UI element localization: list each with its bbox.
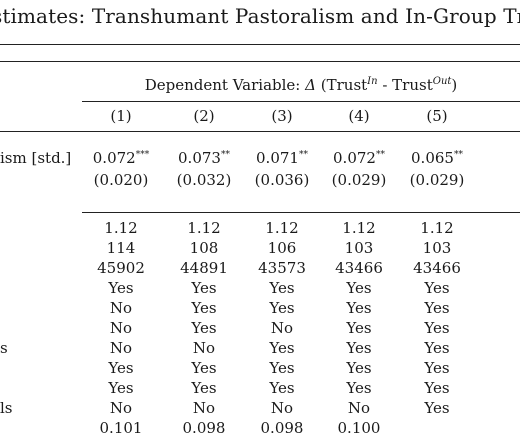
stats-cell: No — [109, 399, 133, 417]
stats-row-label: ls — [0, 399, 13, 417]
stats-cell: 108 — [189, 239, 219, 257]
stats-cell: Yes — [346, 299, 372, 317]
stats-cell: No — [109, 319, 133, 337]
stats-cell: No — [270, 319, 294, 337]
dv-prefix: Dependent Variable: — [144, 76, 301, 94]
dv-sup-in: In — [367, 76, 378, 87]
stats-cell: 0.098 — [260, 419, 304, 437]
top-rule — [0, 44, 520, 46]
column-header: (4) — [348, 107, 370, 125]
stats-cell: 44891 — [180, 259, 228, 277]
stats-cell: 1.12 — [265, 219, 299, 237]
stats-cell: Yes — [108, 359, 134, 377]
stats-row-label: s — [0, 339, 8, 357]
dv-sup-out: Out — [432, 76, 452, 87]
dv-underline — [82, 101, 520, 102]
stats-cell: No — [192, 339, 216, 357]
coefficient-value: 0.065 — [411, 149, 454, 167]
column-header: (2) — [193, 107, 215, 125]
stats-cell: No — [347, 399, 371, 417]
stats-cell: No — [109, 299, 133, 317]
stats-cell: 1.12 — [187, 219, 221, 237]
stats-cell: 103 — [344, 239, 374, 257]
stats-cell: Yes — [191, 279, 217, 297]
stats-cell: Yes — [269, 379, 295, 397]
header-top-rule — [0, 61, 520, 62]
dependent-variable-header: Dependent Variable: Δ (TrustIn - TrustOu… — [82, 76, 520, 94]
stats-cell: Yes — [191, 299, 217, 317]
stats-cell: 106 — [267, 239, 297, 257]
coefficient-value: 0.072 — [92, 149, 136, 167]
stats-cell: Yes — [269, 339, 295, 357]
stats-cell: Yes — [346, 339, 372, 357]
stats-cell: Yes — [346, 359, 372, 377]
coefficient-value: 0.073 — [178, 149, 221, 167]
coefficient-cell: 0.065** — [402, 149, 472, 167]
stats-top-rule — [82, 212, 520, 213]
significance-stars: *** — [135, 150, 150, 160]
stats-cell: Yes — [346, 319, 372, 337]
standard-error-cell: (0.029) — [409, 171, 465, 189]
coefficient-value: 0.072 — [333, 149, 376, 167]
dv-delta: Δ — [305, 76, 316, 94]
column-header: (1) — [110, 107, 132, 125]
dv-minus: - Trust — [382, 76, 433, 94]
table-title: stimates: Transhumant Pastoralism and In… — [0, 4, 520, 28]
dv-close: ) — [451, 76, 458, 94]
significance-stars: ** — [220, 150, 230, 160]
stats-cell: Yes — [269, 359, 295, 377]
standard-error-cell: (0.036) — [254, 171, 310, 189]
significance-stars: ** — [453, 150, 463, 160]
stats-cell: 43466 — [413, 259, 461, 277]
stats-cell: Yes — [424, 319, 450, 337]
stats-cell: 1.12 — [104, 219, 138, 237]
stats-cell: 103 — [422, 239, 452, 257]
stats-cell: Yes — [424, 279, 450, 297]
significance-stars: ** — [298, 150, 308, 160]
stats-cell: No — [109, 339, 133, 357]
stats-cell: Yes — [424, 299, 450, 317]
coefficient-cell: 0.073** — [169, 149, 239, 167]
stats-cell: Yes — [269, 279, 295, 297]
stats-cell: Yes — [108, 379, 134, 397]
stats-cell: 1.12 — [420, 219, 454, 237]
main-row-label: ism [std.] — [0, 149, 72, 167]
stats-cell: Yes — [269, 299, 295, 317]
dv-open: (Trust — [320, 76, 368, 94]
significance-stars: ** — [375, 150, 385, 160]
standard-error-cell: (0.029) — [331, 171, 387, 189]
stats-cell: Yes — [191, 359, 217, 377]
stats-cell: 0.101 — [99, 419, 143, 437]
stats-cell: No — [192, 399, 216, 417]
stats-cell: 1.12 — [342, 219, 376, 237]
standard-error-cell: (0.032) — [176, 171, 232, 189]
stats-cell: Yes — [424, 379, 450, 397]
column-header: (5) — [426, 107, 448, 125]
stats-cell: Yes — [346, 379, 372, 397]
stats-cell: Yes — [191, 379, 217, 397]
stats-cell: No — [270, 399, 294, 417]
stats-cell: Yes — [424, 399, 450, 417]
coefficient-value: 0.071 — [256, 149, 299, 167]
stats-cell: Yes — [424, 359, 450, 377]
header-bottom-rule — [0, 131, 520, 132]
stats-cell: Yes — [191, 319, 217, 337]
stats-cell: 114 — [106, 239, 136, 257]
coefficient-cell: 0.072*** — [86, 149, 156, 167]
stats-cell: 43573 — [258, 259, 306, 277]
standard-error-cell: (0.020) — [93, 171, 149, 189]
coefficient-cell: 0.071** — [247, 149, 317, 167]
stats-cell: Yes — [108, 279, 134, 297]
column-header: (3) — [271, 107, 293, 125]
stats-cell: 45902 — [97, 259, 145, 277]
stats-cell: 0.098 — [182, 419, 226, 437]
stats-cell: 0.100 — [337, 419, 381, 437]
coefficient-cell: 0.072** — [324, 149, 394, 167]
stats-cell: Yes — [346, 279, 372, 297]
stats-cell: Yes — [424, 339, 450, 357]
stats-cell: 43466 — [335, 259, 383, 277]
